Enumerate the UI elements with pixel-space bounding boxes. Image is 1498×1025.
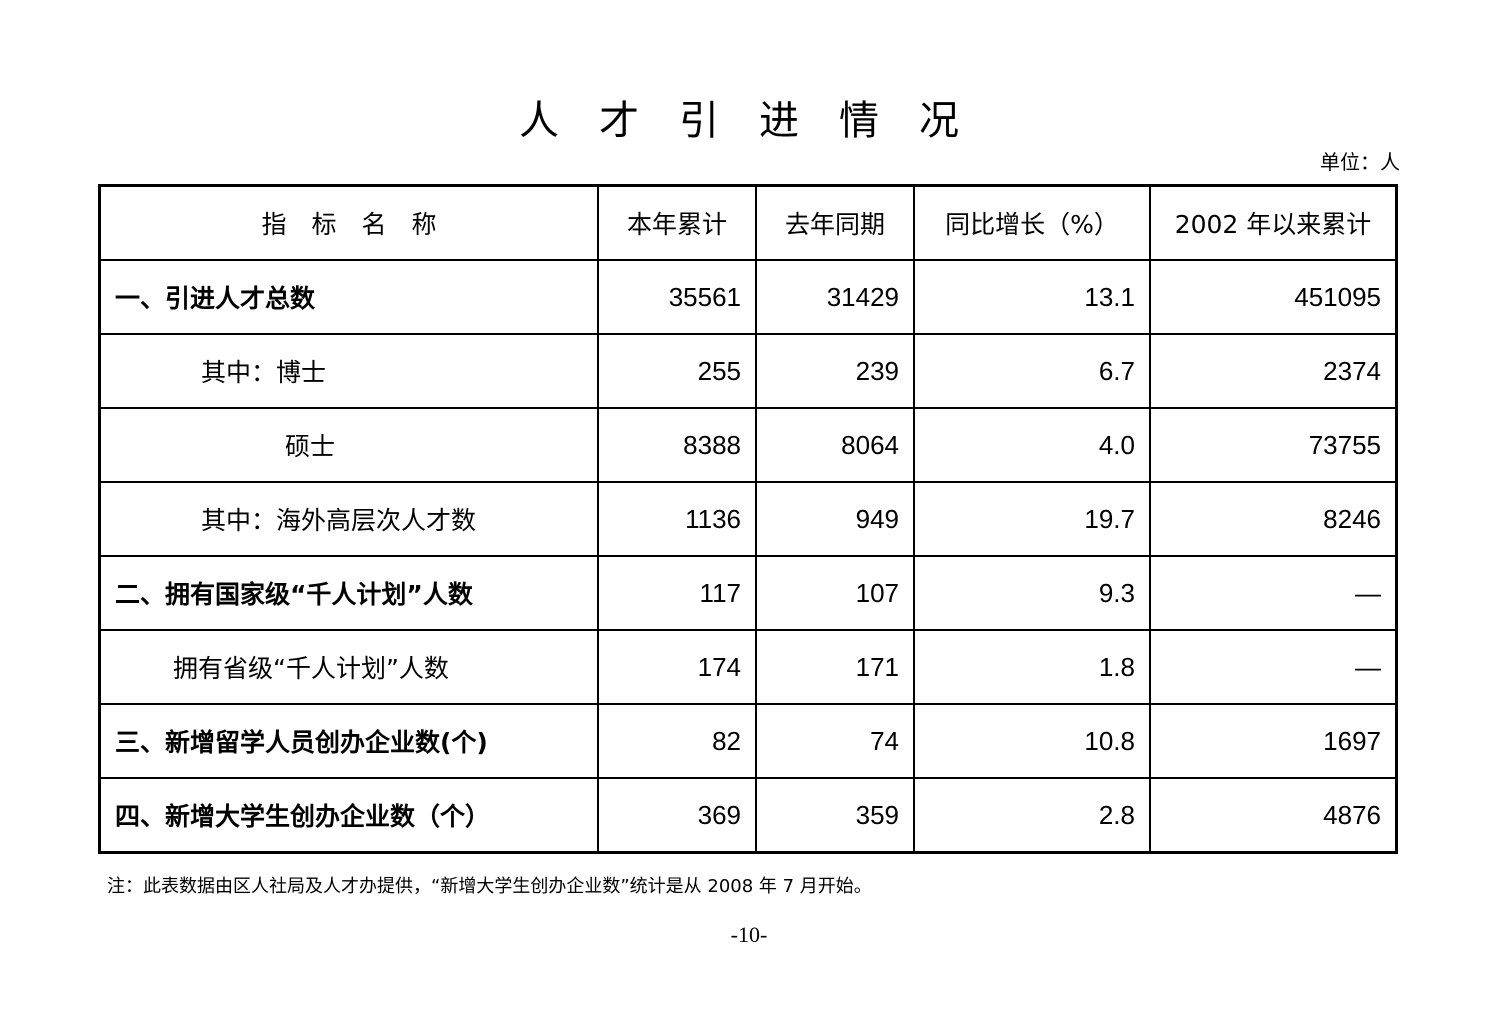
row-value: 451095 (1149, 259, 1398, 335)
row-name: 二、拥有国家级“千人计划”人数 (98, 555, 599, 631)
unit-label: 单位：人 (1320, 150, 1400, 174)
row-value: 82 (597, 703, 757, 779)
footnote: 注：此表数据由区人社局及人才办提供，“新增大学生创办企业数”统计是从 2008 … (107, 876, 872, 897)
row-value: 10.8 (913, 703, 1151, 779)
row-value: 8064 (755, 407, 915, 483)
row-value: 74 (755, 703, 915, 779)
table-row: 拥有省级“千人计划”人数 174 171 1.8— (98, 629, 1398, 705)
row-value: 19.7 (913, 481, 1151, 557)
row-value: 31429 (755, 259, 915, 335)
row-value: 369 (597, 777, 757, 854)
table-row: 四、新增大学生创办企业数（个） 369 359 2.8 4876 (98, 777, 1398, 854)
row-name: 四、新增大学生创办企业数（个） (98, 777, 599, 854)
row-name: 拥有省级“千人计划”人数 (98, 629, 599, 705)
row-name: 三、新增留学人员创办企业数(个) (98, 703, 599, 779)
row-value: 239 (755, 333, 915, 409)
row-value: 255 (597, 333, 757, 409)
header-cumulative: 2002 年以来累计 (1149, 184, 1398, 261)
table-row: 其中：博士 255 239 6.7 2374 (98, 333, 1398, 409)
row-value: 1136 (597, 481, 757, 557)
row-value: 1697 (1149, 703, 1398, 779)
page-title: 人才引进情况 (519, 98, 999, 144)
row-value: 2.8 (913, 777, 1151, 854)
row-value: 9.3 (913, 555, 1151, 631)
row-name: 其中：海外高层次人才数 (98, 481, 599, 557)
row-value: 4876 (1149, 777, 1398, 854)
row-name: 硕士 (98, 407, 599, 483)
header-this-year: 本年累计 (597, 184, 757, 261)
row-value: 6.7 (913, 333, 1151, 409)
row-value: 117 (597, 555, 757, 631)
header-yoy-growth: 同比增长（%） (913, 184, 1151, 261)
table-row: 三、新增留学人员创办企业数(个) 82 74 10.8 1697 (98, 703, 1398, 779)
row-value: 73755 (1149, 407, 1398, 483)
row-value: 174 (597, 629, 757, 705)
row-value: 4.0 (913, 407, 1151, 483)
row-value: — (1149, 555, 1398, 631)
row-value: 949 (755, 481, 915, 557)
page-number: -10- (730, 922, 768, 947)
row-value: 8246 (1149, 481, 1398, 557)
header-last-year: 去年同期 (755, 184, 915, 261)
table-row: 二、拥有国家级“千人计划”人数 117 107 9.3— (98, 555, 1398, 631)
row-value: 359 (755, 777, 915, 854)
row-value: 8388 (597, 407, 757, 483)
table-header-row: 指 标 名 称 本年累计 去年同期 同比增长（%） 2002 年以来累计 (98, 184, 1398, 261)
row-value: 171 (755, 629, 915, 705)
table-row: 其中：海外高层次人才数 1136 949 19.7 8246 (98, 481, 1398, 557)
row-value: — (1149, 629, 1398, 705)
row-name: 一、引进人才总数 (98, 259, 599, 335)
talent-table: 指 标 名 称 本年累计 去年同期 同比增长（%） 2002 年以来累计 一、引… (98, 184, 1398, 854)
table-row: 硕士 8388 8064 4.0 73755 (98, 407, 1398, 483)
row-value: 2374 (1149, 333, 1398, 409)
row-value: 35561 (597, 259, 757, 335)
row-value: 13.1 (913, 259, 1151, 335)
table-row: 一、引进人才总数 35561 31429 13.1 451095 (98, 259, 1398, 335)
header-indicator: 指 标 名 称 (98, 184, 599, 261)
row-value: 1.8 (913, 629, 1151, 705)
row-name: 其中：博士 (98, 333, 599, 409)
row-value: 107 (755, 555, 915, 631)
